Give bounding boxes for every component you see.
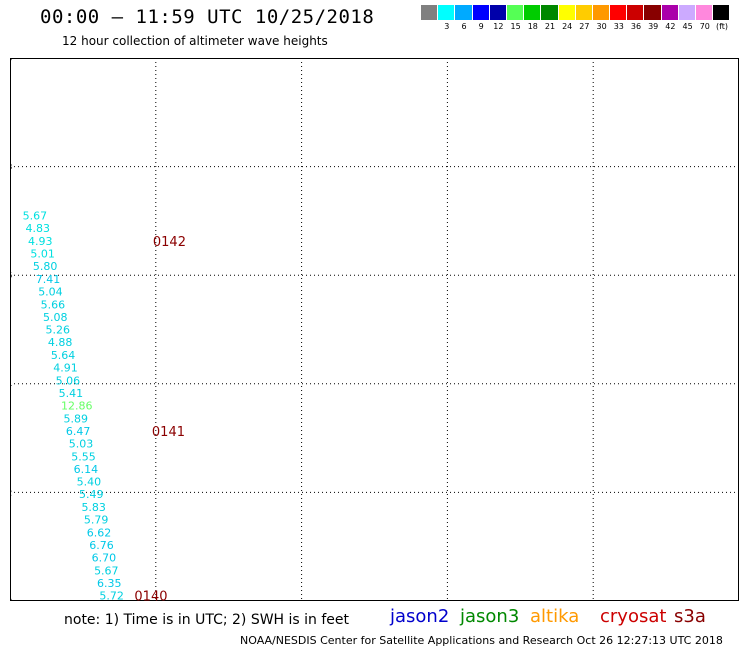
- legend-swatch: [524, 5, 542, 20]
- legend-label: 24: [562, 22, 573, 31]
- swh-value: 6.76: [89, 539, 114, 552]
- legend-swatch: [421, 5, 439, 20]
- legend-swatch: [627, 5, 645, 20]
- legend-swatch: [438, 5, 456, 20]
- footer-note: note: 1) Time is in UTC; 2) SWH is in fe…: [64, 612, 350, 628]
- lat-tick-label: 30: [10, 58, 12, 63]
- satellite-name: jason2: [390, 606, 450, 627]
- map-frame: [10, 58, 739, 601]
- swh-value: 5.08: [43, 311, 68, 324]
- wave-height-color-legend: [421, 5, 731, 20]
- swh-value: 5.01: [30, 247, 55, 260]
- swh-value: 4.83: [26, 222, 51, 235]
- legend-swatch: [592, 5, 611, 20]
- swh-observations: 5.674.834.935.015.807.415.045.665.085.26…: [23, 209, 124, 601]
- legend-swatch: [472, 5, 490, 20]
- swh-value: 7.41: [36, 273, 61, 286]
- map-title: 00:00 – 11:59 UTC 10/25/2018: [40, 6, 375, 28]
- swh-value: 6.14: [74, 463, 99, 476]
- swh-value: 5.79: [84, 514, 109, 527]
- swh-value: 6.62: [87, 527, 112, 540]
- footer-credit: NOAA/NESDIS Center for Satellite Applica…: [240, 634, 723, 647]
- map-subtitle: 12 hour collection of altimeter wave hei…: [62, 34, 328, 48]
- legend-label: 33: [613, 22, 624, 31]
- legend-swatch: [575, 5, 593, 20]
- swh-value: 5.67: [23, 209, 48, 222]
- satellite-name: jason3: [460, 606, 520, 627]
- satellite-name: s3a: [674, 606, 706, 627]
- legend-label: 42: [665, 22, 676, 31]
- legend-swatch: [644, 5, 662, 20]
- legend-label: (ft): [715, 22, 729, 31]
- swh-value: 5.64: [51, 349, 76, 362]
- legend-swatch: [506, 5, 525, 20]
- lat-tick-label: 28: [10, 163, 12, 172]
- legend-label: 12: [493, 22, 504, 31]
- swh-value: 5.40: [77, 476, 102, 489]
- legend-label: 9: [478, 22, 484, 31]
- swh-value: 5.66: [41, 299, 65, 312]
- legend-label: 45: [682, 22, 693, 31]
- legend-swatch: [678, 5, 696, 20]
- legend-swatch: [558, 5, 576, 20]
- lat-tick-label: 22: [10, 488, 12, 497]
- swh-value: 5.55: [71, 451, 96, 464]
- legend-swatch: [696, 5, 714, 20]
- swh-value: 4.91: [53, 362, 77, 375]
- pass-id-label: 0142: [153, 235, 186, 250]
- swh-value: 5.49: [79, 488, 104, 501]
- legend-label: 70: [699, 22, 710, 31]
- swh-value: 5.83: [81, 501, 106, 514]
- swh-value: 5.89: [63, 413, 88, 426]
- swh-value: 12.86: [61, 400, 93, 413]
- swh-value: 5.72: [99, 590, 124, 601]
- swh-value: 6.47: [66, 425, 91, 438]
- swh-value: 5.03: [69, 438, 94, 451]
- altimeter-map: -60-57-54-51-48-45202224262830 5.674.834…: [10, 58, 739, 601]
- lat-tick-label: 26: [10, 271, 12, 280]
- legend-label: 21: [544, 22, 556, 31]
- swh-value: 6.35: [97, 577, 122, 590]
- swh-value: 4.88: [48, 336, 73, 349]
- legend-swatch: [489, 5, 507, 20]
- legend-label: 27: [579, 22, 590, 31]
- legend-label: 30: [596, 22, 607, 31]
- satellite-name: altika: [530, 606, 580, 627]
- swh-value: 6.70: [92, 552, 117, 565]
- legend-label: 36: [630, 22, 642, 31]
- legend-label: 39: [648, 22, 659, 31]
- legend-label: 15: [510, 22, 521, 31]
- pass-id-label: 0141: [152, 425, 185, 440]
- legend-swatch: [713, 5, 731, 20]
- swh-value: 5.26: [45, 324, 69, 337]
- pass-id-label: 0140: [134, 590, 167, 601]
- lat-lon-grid: [10, 58, 739, 601]
- legend-label: 18: [527, 22, 538, 31]
- legend-swatch: [610, 5, 628, 20]
- swh-value: 5.80: [33, 260, 58, 273]
- legend-label: 3: [444, 22, 450, 31]
- legend-swatch: [455, 5, 473, 20]
- pass-labels: 0142 0141 0140: [134, 235, 186, 601]
- legend-swatch: [541, 5, 559, 20]
- swh-value: 5.04: [38, 285, 63, 298]
- satellite-name: cryosat: [600, 606, 667, 627]
- legend-swatch: [661, 5, 679, 20]
- legend-label: 6: [461, 22, 467, 31]
- swh-value: 5.67: [94, 565, 119, 578]
- swh-value: 5.06: [56, 375, 81, 388]
- axis-tick-labels: -60-57-54-51-48-45202224262830: [10, 58, 12, 601]
- swh-value: 4.93: [28, 235, 53, 248]
- swh-value: 5.41: [59, 387, 84, 400]
- lat-tick-label: 24: [10, 380, 12, 389]
- lat-tick-label: 20: [10, 597, 12, 601]
